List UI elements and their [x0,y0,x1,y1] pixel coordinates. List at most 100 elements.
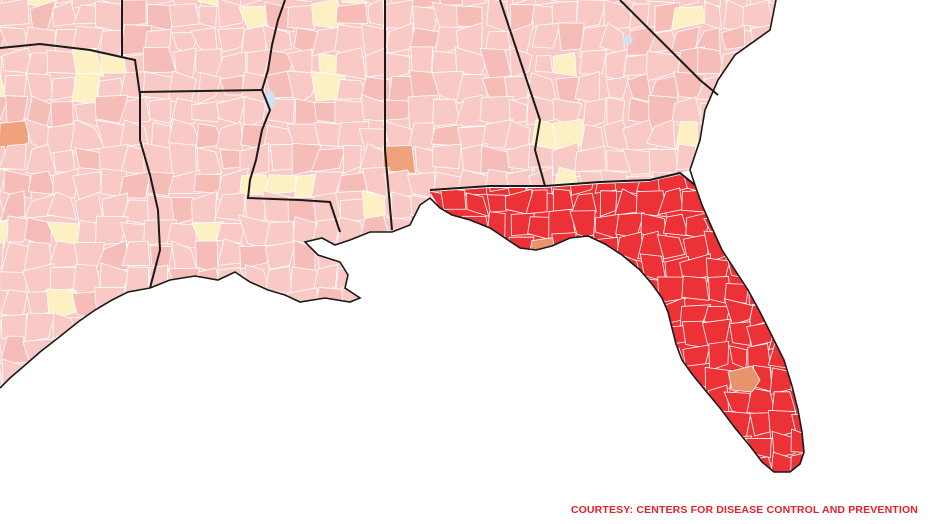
county-cell [799,294,824,321]
county-cell [167,410,200,437]
county-cell [551,0,578,26]
county-cell [505,407,532,437]
county-cell [746,52,770,76]
county-cell [627,411,647,440]
county-cell [439,277,469,308]
county-cell [767,279,794,306]
county-cell [615,297,639,329]
county-cell [551,232,577,261]
county-cell [142,340,170,367]
county-cell [46,191,78,220]
county-cell [673,389,696,409]
county-cell [121,290,149,316]
county-cell [798,384,816,413]
county-cell [766,287,776,315]
county-cell [665,362,687,395]
county-cell [797,275,804,305]
county-cell [465,274,491,306]
county-cell [312,315,345,345]
county-cell [623,313,652,341]
county-cell [748,264,776,297]
county-cell [771,49,776,82]
county-cell [576,413,604,440]
county-cell [169,334,195,364]
county-cell [7,215,30,243]
county-cell [335,2,369,25]
county-cell [794,147,819,177]
county-cell [505,384,536,388]
county-cell [553,286,584,322]
county-cell [269,407,293,435]
county-cell [528,479,547,504]
county-cell [48,390,78,412]
county-cell [576,348,598,374]
county-cell [637,318,667,351]
county-cell [407,242,435,269]
county-cell [791,209,804,236]
county-cell [570,325,596,351]
county-cell [441,474,467,502]
county-cell [708,188,733,218]
county-cell [439,241,465,268]
county-cell [239,387,274,388]
county-cell [621,458,641,472]
county-cell [408,288,436,316]
county-cell [433,215,463,241]
county-cell [529,279,556,308]
county-cell [769,475,792,505]
county-cell [191,100,225,123]
county-cell [455,386,486,388]
county-cell [772,242,776,271]
county-cell [245,360,272,388]
county-cell [570,430,600,457]
county-cell [601,264,633,290]
county-cell [218,334,249,370]
county-cell [791,75,824,98]
county-cell [407,385,440,388]
county-cell [193,173,221,194]
county-cell [615,389,643,415]
county-cell [570,192,597,216]
county-cell [433,268,466,297]
county-cell [554,359,584,388]
county-cell [196,267,221,298]
county-cell [573,479,597,501]
county-cell [773,299,797,327]
county-cell [682,473,707,498]
border-ms-al [384,0,393,231]
county-cell [382,268,413,297]
county-cell [530,414,560,441]
county-cell [636,302,666,327]
county-cell [168,267,201,294]
county-cell [572,450,598,472]
county-cell [618,343,640,369]
county-cell [360,266,389,293]
county-cell [672,407,705,440]
county-cell [526,318,556,348]
county-cell [267,334,292,365]
county-cell [742,215,774,250]
county-cell [725,96,752,125]
county-cell [707,436,730,462]
county-cell [120,319,153,344]
county-cell [119,0,147,27]
county-cell [615,275,641,306]
county-cell [746,252,771,285]
county-cell [439,300,466,321]
county-cell [456,359,487,388]
county-cell [409,360,440,388]
county-cell [505,480,534,502]
county-cell [26,291,54,318]
county-cell [744,193,776,225]
county-cell [659,433,687,458]
county-cell [191,336,222,366]
county-cell [0,143,27,170]
county-cell [485,275,508,308]
county-cell [728,478,753,504]
county-cell [624,389,657,413]
county-cell [190,383,225,388]
county-cell [216,310,247,342]
county-cell [239,408,268,441]
county-cell [334,318,360,339]
county-cell [430,217,448,238]
